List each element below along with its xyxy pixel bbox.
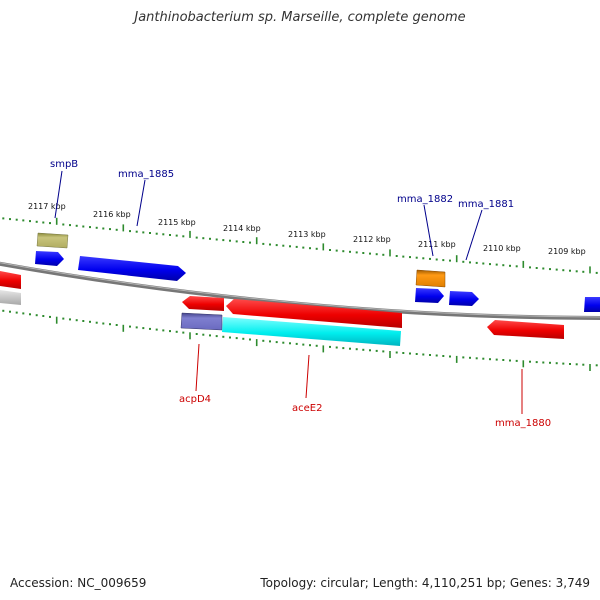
gene-feature[interactable]: [78, 256, 186, 281]
gene-feature[interactable]: [35, 251, 64, 266]
gene-label-mma-1885[interactable]: mma_1885: [118, 169, 174, 180]
scale-label: 2111 kbp: [418, 240, 456, 249]
gene-feature[interactable]: [584, 297, 600, 312]
scale-label: 2115 kbp: [158, 218, 196, 227]
gene-label-mma-1881[interactable]: mma_1881: [458, 199, 514, 210]
scale-label: 2116 kbp: [93, 210, 131, 219]
gene-feature[interactable]: [487, 320, 564, 339]
gene-label-mma-1882[interactable]: mma_1882: [397, 194, 453, 205]
gene-labels: smpB mma_1885 mma_1882 mma_1881 acpD4 ac…: [50, 159, 551, 429]
gene-feature[interactable]: [415, 288, 444, 303]
scale-label: 2112 kbp: [353, 235, 391, 244]
scale-label: 2117 kbp: [28, 202, 66, 211]
scale-label: 2110 kbp: [483, 244, 521, 253]
scale-label: 2114 kbp: [223, 224, 261, 233]
gene-label-aceE2[interactable]: aceE2: [292, 403, 322, 414]
map-title: Janthinobacterium sp. Marseille, complet…: [134, 10, 466, 25]
gene-feature[interactable]: [180, 312, 223, 331]
gene-label-mma-1880[interactable]: mma_1880: [495, 418, 551, 429]
gene-label-smpB[interactable]: smpB: [50, 159, 78, 170]
genome-backbone: [0, 261, 600, 320]
gene-feature[interactable]: [449, 291, 479, 306]
inner-tick-track: [2, 309, 598, 371]
genome-summary-text: Topology: circular; Length: 4,110,251 bp…: [260, 576, 590, 590]
scale-label: 2109 kbp: [548, 247, 586, 256]
gene-feature[interactable]: [222, 317, 401, 346]
gene-feature[interactable]: [0, 271, 21, 289]
gene-feature[interactable]: [36, 232, 69, 249]
reverse-strand-features: [0, 271, 564, 346]
accession-text: Accession: NC_009659: [10, 576, 147, 590]
scale-labels: 2117 kbp 2116 kbp 2115 kbp 2114 kbp 2113…: [28, 202, 586, 256]
forward-strand-features: [35, 232, 600, 312]
gene-feature[interactable]: [415, 269, 446, 288]
gene-label-acpD4[interactable]: acpD4: [179, 394, 211, 405]
scale-label: 2113 kbp: [288, 230, 326, 239]
gene-feature[interactable]: [0, 290, 21, 305]
gene-feature[interactable]: [226, 299, 402, 328]
outer-tick-track: [2, 217, 598, 274]
gene-feature[interactable]: [182, 296, 224, 311]
label-leaders: [54, 170, 523, 414]
